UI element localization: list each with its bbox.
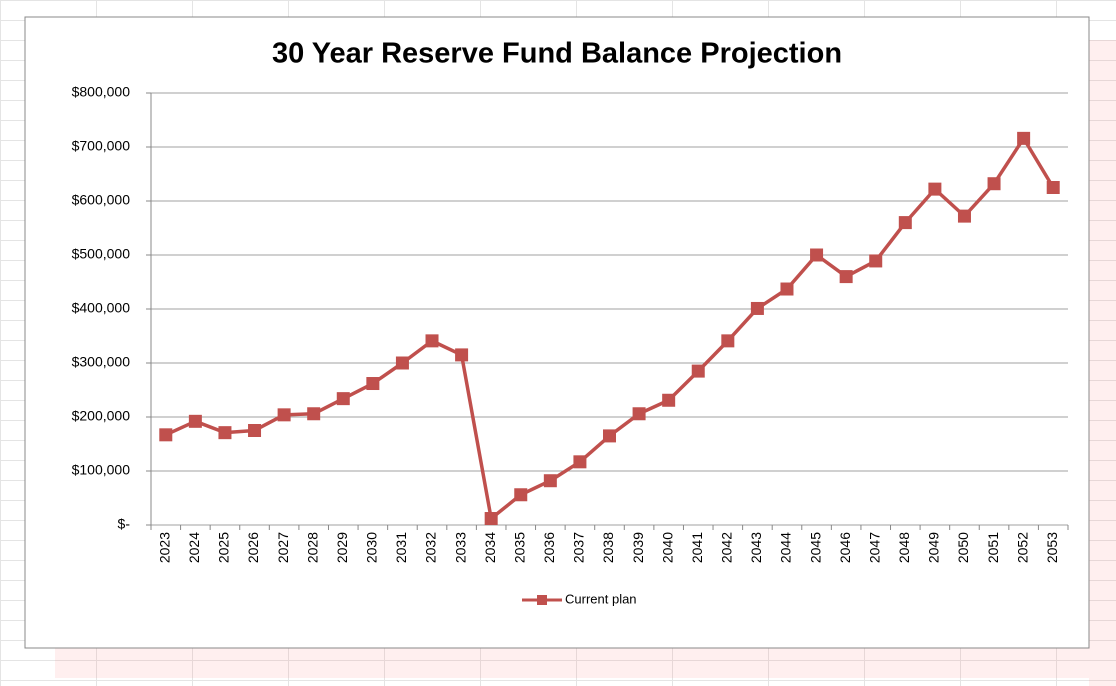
x-tick-label: 2036 (541, 532, 557, 563)
x-tick-label: 2024 (186, 532, 202, 563)
legend-marker (537, 595, 547, 605)
point-marker (721, 334, 735, 348)
legend-label: Current plan (565, 591, 637, 606)
x-tick-label: 2045 (807, 532, 823, 563)
x-tick-label: 2040 (659, 532, 675, 563)
point-marker (810, 248, 824, 262)
point-marker (218, 426, 232, 440)
point-marker (395, 356, 409, 370)
x-tick-label: 2030 (364, 532, 380, 563)
y-tick-label: $500,000 (72, 246, 131, 262)
point-marker (188, 414, 202, 428)
point-marker (336, 392, 350, 406)
y-tick-label: $600,000 (72, 192, 131, 208)
point-marker (839, 270, 853, 284)
x-tick-label: 2039 (630, 532, 646, 563)
point-marker (573, 455, 587, 469)
point-marker (928, 182, 942, 196)
point-marker (780, 282, 794, 296)
selection-shade (1089, 40, 1116, 686)
y-tick-label: $300,000 (72, 354, 131, 370)
x-tick-label: 2042 (719, 532, 735, 563)
x-tick-label: 2034 (482, 532, 498, 563)
x-tick-label: 2037 (571, 532, 587, 563)
x-tick-label: 2032 (423, 532, 439, 563)
x-tick-label: 2053 (1044, 532, 1060, 563)
selection-shade (55, 648, 1089, 678)
x-tick-label: 2041 (689, 532, 705, 563)
x-tick-label: 2026 (245, 532, 261, 563)
point-marker (987, 177, 1001, 191)
y-tick-label: $400,000 (72, 300, 131, 316)
y-tick-label: $200,000 (72, 408, 131, 424)
point-marker (484, 512, 498, 526)
x-tick-label: 2050 (955, 532, 971, 563)
point-marker (898, 216, 912, 230)
point-marker (425, 334, 439, 348)
x-tick-label: 2044 (778, 532, 794, 563)
point-marker (632, 407, 646, 421)
point-marker (366, 377, 380, 391)
point-marker (1017, 131, 1031, 145)
point-marker (543, 474, 557, 488)
y-tick-label: $700,000 (72, 138, 131, 154)
x-tick-label: 2048 (896, 532, 912, 563)
chart-title: 30 Year Reserve Fund Balance Projection (272, 38, 842, 70)
point-marker (159, 428, 173, 442)
point-marker (248, 424, 262, 437)
point-marker (750, 301, 764, 315)
point-marker (603, 429, 616, 443)
point-marker (307, 407, 321, 421)
point-marker (662, 393, 676, 407)
x-tick-label: 2038 (600, 532, 616, 563)
x-tick-label: 2046 (837, 532, 853, 563)
point-marker (1046, 181, 1060, 194)
point-marker (455, 348, 469, 362)
point-marker (869, 254, 883, 268)
x-tick-label: 2029 (334, 532, 350, 563)
x-tick-label: 2049 (926, 532, 942, 563)
x-tick-label: 2051 (985, 532, 1001, 563)
y-tick-label: $- (118, 516, 131, 532)
chart-frame (24, 16, 1090, 649)
x-tick-label: 2052 (1014, 532, 1030, 563)
x-tick-label: 2033 (452, 532, 468, 563)
x-tick-label: 2025 (216, 532, 232, 563)
x-tick-label: 2023 (156, 532, 172, 563)
x-tick-label: 2031 (393, 532, 409, 563)
point-marker (691, 364, 705, 378)
x-tick-label: 2028 (304, 532, 320, 563)
x-tick-label: 2035 (511, 532, 527, 563)
x-tick-label: 2027 (275, 532, 291, 563)
x-tick-label: 2043 (748, 532, 764, 563)
point-marker (957, 209, 971, 223)
point-marker (514, 488, 528, 502)
y-tick-label: $100,000 (72, 462, 131, 478)
y-tick-label: $800,000 (72, 84, 131, 100)
x-tick-label: 2047 (866, 532, 882, 563)
point-marker (277, 408, 291, 422)
